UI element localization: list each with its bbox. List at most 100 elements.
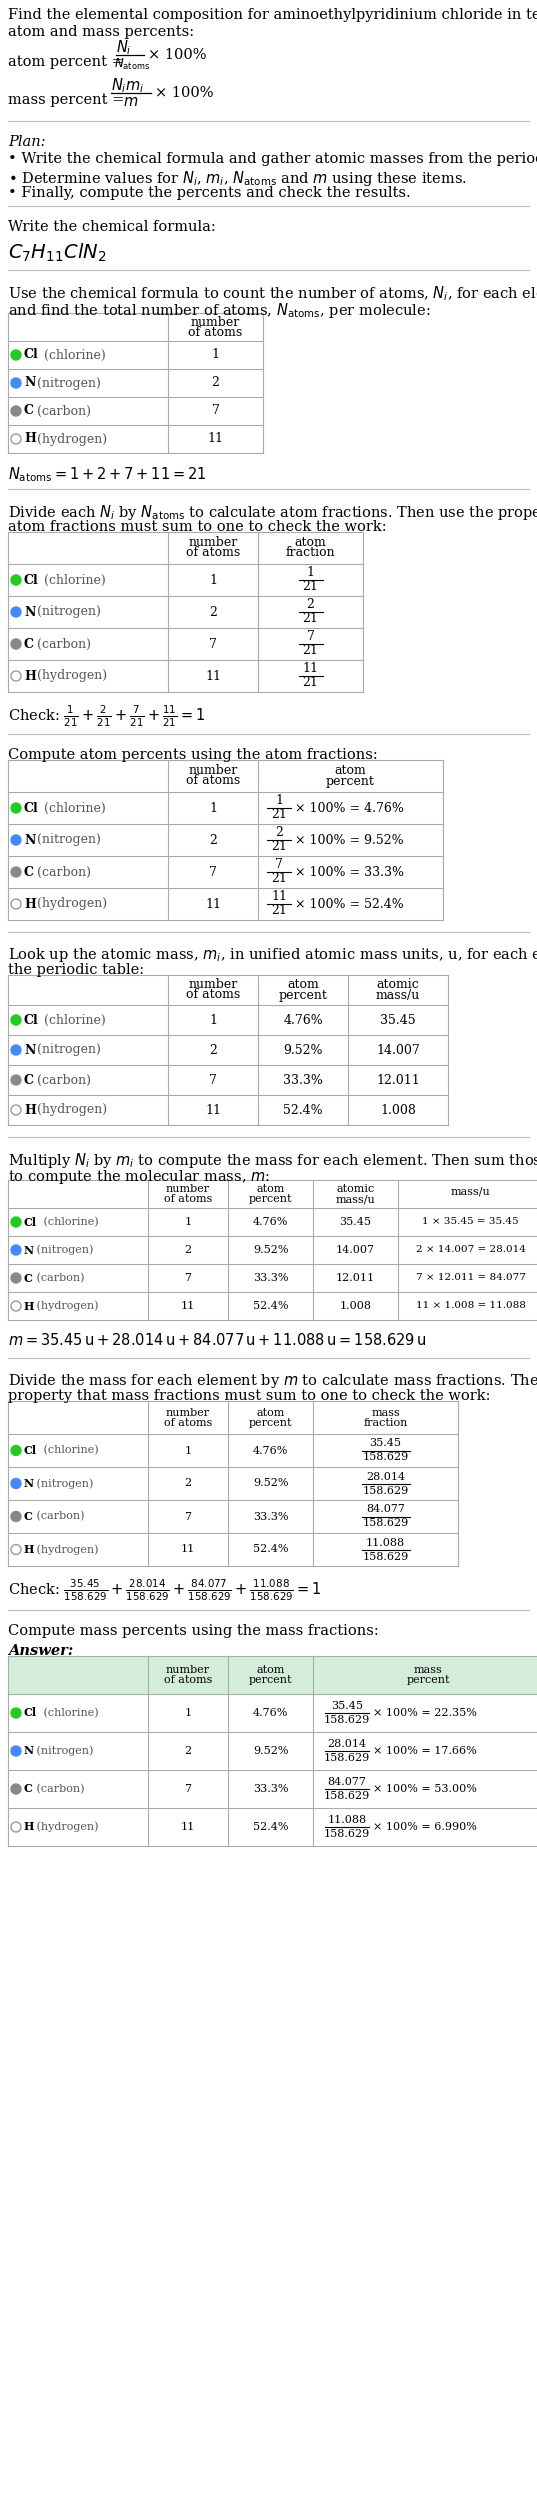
Text: 21: 21 (302, 645, 318, 657)
Text: × 100% = 52.4%: × 100% = 52.4% (295, 898, 404, 910)
Text: percent: percent (279, 988, 328, 1001)
Text: 11: 11 (205, 1104, 221, 1116)
Text: of atoms: of atoms (164, 1675, 212, 1685)
Circle shape (11, 1783, 21, 1793)
Text: Find the elemental composition for aminoethylpyridinium chloride in terms of the: Find the elemental composition for amino… (8, 8, 537, 23)
Text: 35.45: 35.45 (369, 1440, 402, 1450)
Text: 4.76%: 4.76% (253, 1708, 288, 1718)
Text: (carbon): (carbon) (33, 865, 91, 878)
Text: 33.3%: 33.3% (253, 1274, 288, 1284)
Text: $N_i m_i$: $N_i m_i$ (111, 78, 144, 95)
Text: N: N (24, 376, 35, 389)
Text: H: H (24, 1545, 34, 1555)
Text: percent: percent (249, 1194, 292, 1204)
Text: 1 × 35.45 = 35.45: 1 × 35.45 = 35.45 (422, 1216, 519, 1226)
Text: 52.4%: 52.4% (253, 1821, 288, 1831)
Text: number: number (188, 978, 238, 991)
Text: H: H (24, 898, 36, 910)
Text: Plan:: Plan: (8, 135, 46, 148)
Text: Check: $\frac{1}{21} + \frac{2}{21} + \frac{7}{21} + \frac{11}{21} = 1$: Check: $\frac{1}{21} + \frac{2}{21} + \f… (8, 705, 205, 730)
Text: N: N (24, 1746, 34, 1756)
Text: (hydrogen): (hydrogen) (33, 431, 107, 446)
Text: C: C (24, 1510, 33, 1522)
Text: H: H (24, 1821, 34, 1833)
Text: × 100% = 17.66%: × 100% = 17.66% (373, 1746, 477, 1756)
Text: 2: 2 (209, 833, 217, 848)
Text: percent: percent (249, 1675, 292, 1685)
Text: 158.629: 158.629 (324, 1715, 370, 1726)
Text: 11: 11 (181, 1545, 195, 1555)
Text: 2: 2 (275, 828, 283, 840)
Text: (carbon): (carbon) (33, 1512, 85, 1522)
Text: 9.52%: 9.52% (253, 1746, 288, 1756)
Text: 84.077: 84.077 (366, 1505, 405, 1515)
Text: 11: 11 (205, 670, 221, 682)
Text: atom fractions must sum to one to check the work:: atom fractions must sum to one to check … (8, 519, 387, 534)
Text: 7: 7 (212, 404, 220, 416)
Text: percent: percent (326, 775, 375, 788)
Text: 2: 2 (209, 604, 217, 619)
Text: C: C (24, 404, 34, 416)
Circle shape (11, 898, 21, 908)
Circle shape (11, 1302, 21, 1312)
Text: × 100% = 4.76%: × 100% = 4.76% (295, 803, 404, 815)
Text: (hydrogen): (hydrogen) (33, 670, 107, 682)
Text: atomic: atomic (336, 1184, 375, 1194)
Text: of atoms: of atoms (186, 775, 240, 788)
Text: H: H (24, 670, 36, 682)
Text: 158.629: 158.629 (362, 1452, 409, 1462)
Text: of atoms: of atoms (164, 1194, 212, 1204)
Text: (chlorine): (chlorine) (40, 1445, 99, 1455)
Text: N: N (24, 1477, 34, 1490)
Text: 1: 1 (307, 567, 315, 579)
Text: 1: 1 (184, 1708, 192, 1718)
Text: C: C (24, 1272, 33, 1284)
Text: Cl: Cl (24, 1445, 37, 1457)
Text: C: C (24, 1783, 33, 1796)
Text: 2: 2 (184, 1480, 192, 1490)
Text: $m = 35.45\,\mathrm{u} + 28.014\,\mathrm{u} + 84.077\,\mathrm{u} + 11.088\,\math: $m = 35.45\,\mathrm{u} + 28.014\,\mathrm… (8, 1332, 426, 1347)
Text: atom percent =: atom percent = (8, 55, 128, 70)
Text: mass percent =: mass percent = (8, 93, 129, 108)
Text: 1.008: 1.008 (380, 1104, 416, 1116)
Text: 2: 2 (184, 1244, 192, 1254)
Text: × 100% = 33.3%: × 100% = 33.3% (295, 865, 404, 878)
Text: 1: 1 (209, 574, 217, 587)
Text: 28.014: 28.014 (366, 1472, 405, 1482)
Text: 11: 11 (271, 890, 287, 903)
Text: (nitrogen): (nitrogen) (33, 604, 101, 619)
Text: 2: 2 (212, 376, 220, 389)
Text: 1: 1 (209, 1013, 217, 1026)
Text: 14.007: 14.007 (336, 1244, 375, 1254)
Circle shape (11, 406, 21, 416)
Text: Cl: Cl (24, 574, 39, 587)
Text: mass: mass (413, 1665, 442, 1675)
Text: 21: 21 (302, 677, 318, 690)
Text: 1: 1 (184, 1216, 192, 1226)
Circle shape (11, 1106, 21, 1116)
Text: (nitrogen): (nitrogen) (33, 376, 101, 389)
Text: of atoms: of atoms (188, 326, 243, 339)
Text: and find the total number of atoms, $N_\mathrm{atoms}$, per molecule:: and find the total number of atoms, $N_\… (8, 301, 431, 321)
Text: (chlorine): (chlorine) (40, 1013, 106, 1026)
Text: property that mass fractions must sum to one to check the work:: property that mass fractions must sum to… (8, 1389, 490, 1402)
Text: the periodic table:: the periodic table: (8, 963, 144, 978)
Text: (nitrogen): (nitrogen) (33, 833, 101, 848)
Text: 11: 11 (207, 431, 223, 446)
Text: 11.088: 11.088 (366, 1537, 405, 1547)
Text: 33.3%: 33.3% (283, 1073, 323, 1086)
Text: 21: 21 (271, 840, 287, 853)
Text: 33.3%: 33.3% (253, 1783, 288, 1793)
Text: atom: atom (287, 978, 319, 991)
Text: 7: 7 (275, 858, 283, 870)
Text: 21: 21 (271, 808, 287, 823)
Text: number: number (166, 1665, 210, 1675)
Text: H: H (24, 1104, 36, 1116)
Text: (nitrogen): (nitrogen) (33, 1043, 101, 1056)
Text: H: H (24, 431, 36, 446)
Text: 11: 11 (181, 1821, 195, 1831)
Text: (carbon): (carbon) (33, 1783, 85, 1793)
Text: 52.4%: 52.4% (253, 1545, 288, 1555)
Circle shape (11, 640, 21, 650)
Text: Cl: Cl (24, 803, 39, 815)
